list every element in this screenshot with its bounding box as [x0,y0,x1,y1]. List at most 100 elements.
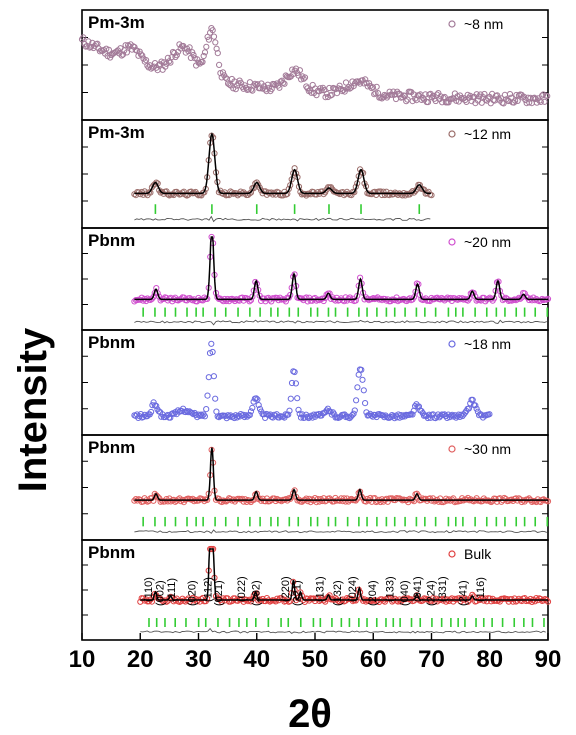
data-point [158,58,165,65]
data-point [239,294,246,301]
x-tick-label: 20 [127,646,154,673]
data-point [447,294,454,302]
data-point [138,294,145,301]
hkl-label: (020) [187,580,199,606]
data-point [190,51,197,59]
data-point [387,298,394,305]
data-point [242,412,249,419]
data-point [368,498,375,505]
data-point [371,91,378,98]
data-point [364,495,371,503]
data-point [350,410,357,417]
data-point [410,294,418,301]
data-point [287,395,294,402]
data-point [512,97,519,104]
data-point [435,498,442,505]
data-point [213,45,220,52]
data-point [459,595,466,602]
data-point [469,591,476,598]
data-point [214,294,221,301]
difference-curve [134,529,547,534]
data-point [292,65,300,72]
data-point [354,384,361,391]
difference-curve [134,319,547,326]
data-point [132,496,139,503]
data-point [424,414,431,422]
data-point [404,96,411,103]
data-point [349,412,356,419]
data-point [85,38,92,45]
x-tick-label: 10 [69,646,96,673]
fit-curve [134,236,548,301]
data-point [537,297,544,304]
data-point [209,348,216,356]
data-point [416,181,423,189]
data-point [498,498,505,505]
data-point [537,98,544,106]
size-label: ~12 nm [464,126,511,142]
data-point [444,294,451,301]
data-point [151,590,158,598]
space-group-label: Pm-3m [88,123,145,142]
legend-marker [448,20,456,28]
legend-marker [448,340,456,348]
data-point [433,91,441,98]
data-point [199,496,206,503]
data-point [360,387,367,394]
data-point [216,61,223,69]
data-point [137,51,144,58]
data-point [253,395,260,402]
data-point [205,36,212,43]
data-point [123,49,131,56]
data-point [342,79,350,86]
data-point [262,598,269,605]
data-point [486,411,493,418]
data-point [204,392,211,399]
data-point [105,46,113,53]
data-point [339,88,346,95]
data-point [167,414,174,421]
data-point [210,373,217,380]
data-point [369,84,376,91]
data-point [492,495,499,502]
data-point [544,498,552,505]
data-point [413,592,420,599]
data-point [255,402,262,409]
data-point [143,57,150,64]
hkl-label: (111) [166,578,178,602]
data-point [445,496,453,503]
hkl-label: (021) [213,580,225,606]
data-point [297,414,305,421]
data-point [203,43,210,50]
data-point [432,97,439,105]
legend-marker [448,130,456,138]
data-point [362,76,369,83]
data-point [226,81,233,88]
data-point [180,188,187,195]
x-tick-label: 50 [302,646,329,673]
data-point [494,92,501,99]
data-point [303,83,310,90]
data-point [381,191,388,199]
fit-curve [140,548,548,601]
data-point [505,497,512,504]
data-point [322,294,329,302]
data-point [274,595,281,602]
data-point [313,297,320,304]
data-point [380,188,387,195]
panel-2: Pm-3m ~12 nm [81,119,549,229]
data-point [359,376,366,383]
data-point [390,191,397,198]
data-point [341,495,348,502]
data-point [249,293,256,300]
data-point [456,295,463,302]
data-point [185,595,192,602]
data-point [290,70,297,78]
panel-3: Pbnm ~20 nm [81,227,552,331]
data-point [403,98,410,105]
data-point [154,290,161,297]
hkl-label: (002) [155,580,167,606]
data-point [212,395,219,402]
data-point [362,598,370,605]
data-point [153,179,160,186]
